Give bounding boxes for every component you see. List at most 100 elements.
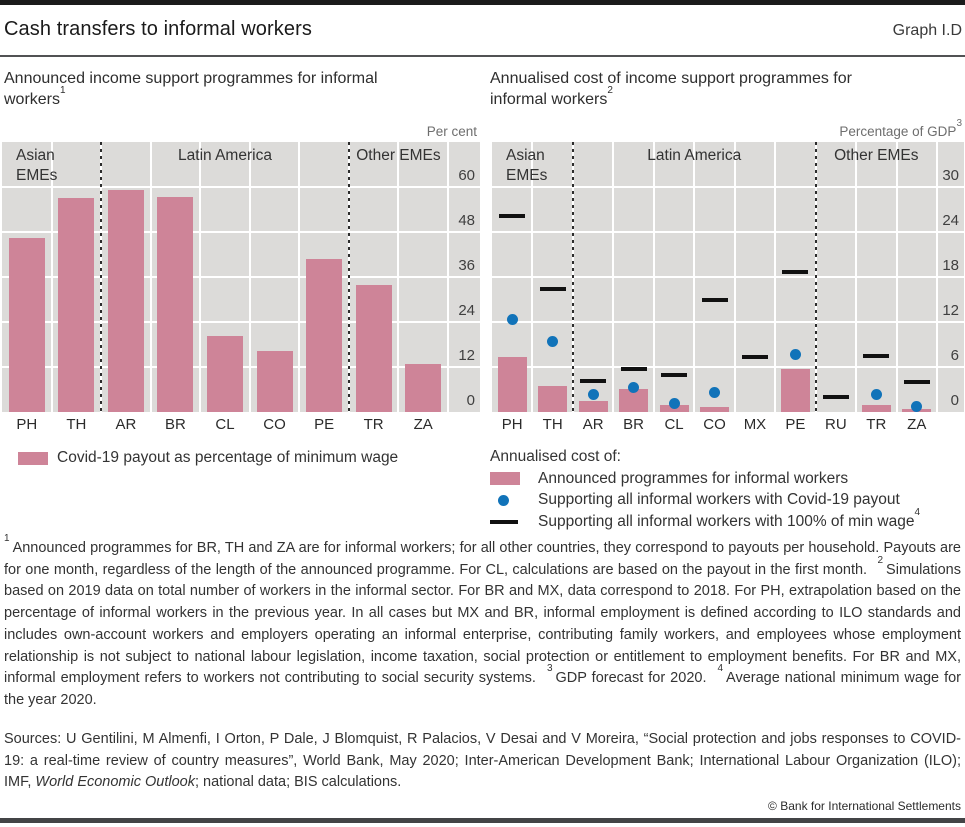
left-panel-subtitle: Announced income support programmes for … [4, 68, 424, 110]
left-panel-subtitle-text: Announced income support programmes for … [4, 70, 378, 108]
x-label-PE: PE [314, 416, 335, 433]
column-separator [298, 142, 301, 412]
footnote-number: 2 [877, 554, 884, 566]
minwage-dash-ZA [903, 380, 930, 384]
column-separator [612, 142, 615, 412]
x-label-PH: PH [16, 416, 38, 433]
bar-BR [619, 388, 649, 412]
sources-block: Sources: U Gentilini, M Almenfi, I Orton… [4, 729, 961, 794]
column-separator [693, 142, 696, 412]
source-text: Sources: U Gentilini, M Almenfi, I Orton… [4, 731, 961, 791]
column-separator [199, 142, 202, 412]
left-chart-plot-area: Asian EMEs Latin America Other EMEs 0 12 24 36… [2, 142, 480, 412]
right-axis-unit-footnote-ref: 3 [956, 117, 962, 129]
x-label-CO: CO [263, 416, 286, 433]
y-tick-label-36: 36 [458, 257, 475, 274]
x-label-MX: MX [743, 416, 767, 433]
group-label-asian-emes: Asian EMEs [506, 147, 548, 184]
x-label-TH: TH [542, 416, 563, 433]
minwage-dash-CL [661, 373, 688, 378]
right-panel-subtitle: Annualised cost of income support progra… [490, 68, 910, 110]
bar-PE [780, 369, 810, 412]
bar-PH [8, 237, 45, 412]
gridline-6 [492, 366, 964, 368]
copyright-notice: © Bank for International Settlements [768, 799, 961, 813]
group-separator [347, 142, 350, 412]
covid-dot-TR [870, 388, 882, 400]
column-separator [50, 142, 53, 412]
legend-item-min-wage: Supporting all informal workers with 100… [490, 507, 920, 533]
column-separator [397, 142, 400, 412]
x-label-BR: BR [165, 416, 186, 433]
column-separator [855, 142, 858, 412]
bar-CO [256, 350, 293, 412]
bar-TH [58, 197, 95, 412]
legend-label: Supporting all informal workers with Cov… [538, 491, 900, 509]
y-tick-label-24: 24 [458, 302, 475, 319]
minwage-dash-PE [782, 269, 809, 274]
black-dash-icon [490, 519, 518, 524]
footnote-number: 1 [4, 533, 10, 545]
y-tick-label-24: 24 [942, 212, 959, 229]
x-label-PE: PE [785, 416, 806, 433]
covid-dot-BR [628, 381, 640, 393]
bar-TR [355, 284, 392, 412]
group-label-asian-emes: Asian EMEs [16, 147, 58, 184]
group-label-other-emes: Other EMEs [834, 147, 919, 164]
bar-PH [497, 356, 527, 412]
bar-PE [306, 259, 343, 412]
gridline-36 [2, 276, 480, 278]
covid-dot-ZA [911, 401, 923, 412]
group-separator [814, 142, 817, 412]
footnote-number: 4 [717, 663, 724, 675]
column-separator [895, 142, 898, 412]
column-separator [774, 142, 777, 412]
bar-TH [538, 385, 568, 412]
group-separator [100, 142, 103, 412]
source-text: ; national data; BIS calculations. [194, 774, 402, 791]
footnote-number: 3 [546, 663, 553, 675]
x-label-CO: CO [703, 416, 726, 433]
legend-item-announced-programmes: Announced programmes for informal worker… [490, 468, 920, 490]
bar-CO [700, 406, 729, 412]
column-separator [149, 142, 152, 412]
y-tick-label-12: 12 [942, 302, 959, 319]
y-tick-label-60: 60 [458, 167, 475, 184]
column-separator [531, 142, 534, 412]
column-separator [447, 142, 449, 412]
bar-ZA [405, 364, 442, 412]
top-bar [0, 0, 965, 5]
y-tick-label-48: 48 [458, 212, 475, 229]
right-panel-subtitle-footnote-ref: 2 [607, 84, 613, 96]
right-panel-subtitle-text: Annualised cost of income support progra… [490, 70, 852, 108]
gridline-30 [492, 186, 964, 188]
footnotes-block: 1Announced programmes for BR, TH and ZA … [4, 533, 961, 708]
covid-dot-AR [587, 388, 599, 400]
bar-TR [861, 405, 891, 412]
minwage-dash-CO [701, 297, 728, 302]
covid-dot-PH [506, 314, 518, 326]
gridline-24 [2, 321, 480, 323]
y-tick-label-6: 6 [950, 347, 959, 364]
covid-dot-TH [547, 336, 559, 347]
x-label-CL: CL [664, 416, 684, 433]
column-separator [248, 142, 251, 412]
page-title: Cash transfers to informal workers [4, 18, 312, 40]
right-legend-title: Annualised cost of: [490, 448, 621, 465]
legend-item-covid-payout: Supporting all informal workers with Cov… [490, 490, 920, 512]
group-label-other-emes: Other EMEs [356, 147, 441, 164]
legend-label: Covid-19 payout as percentage of minimum… [57, 449, 399, 466]
right-chart-legend: Annualised cost of: Announced programmes… [490, 446, 920, 533]
x-label-TR: TR [363, 416, 384, 433]
gridline-12 [492, 321, 964, 323]
covid-dot-PE [789, 348, 801, 360]
minwage-dash-MX [741, 355, 768, 360]
x-label-ZA: ZA [907, 416, 927, 433]
x-label-AR: AR [582, 416, 604, 433]
group-separator [571, 142, 574, 412]
x-label-RU: RU [825, 416, 847, 433]
x-label-PH: PH [501, 416, 523, 433]
x-label-TH: TH [66, 416, 87, 433]
covid-dot-CO [709, 387, 720, 398]
